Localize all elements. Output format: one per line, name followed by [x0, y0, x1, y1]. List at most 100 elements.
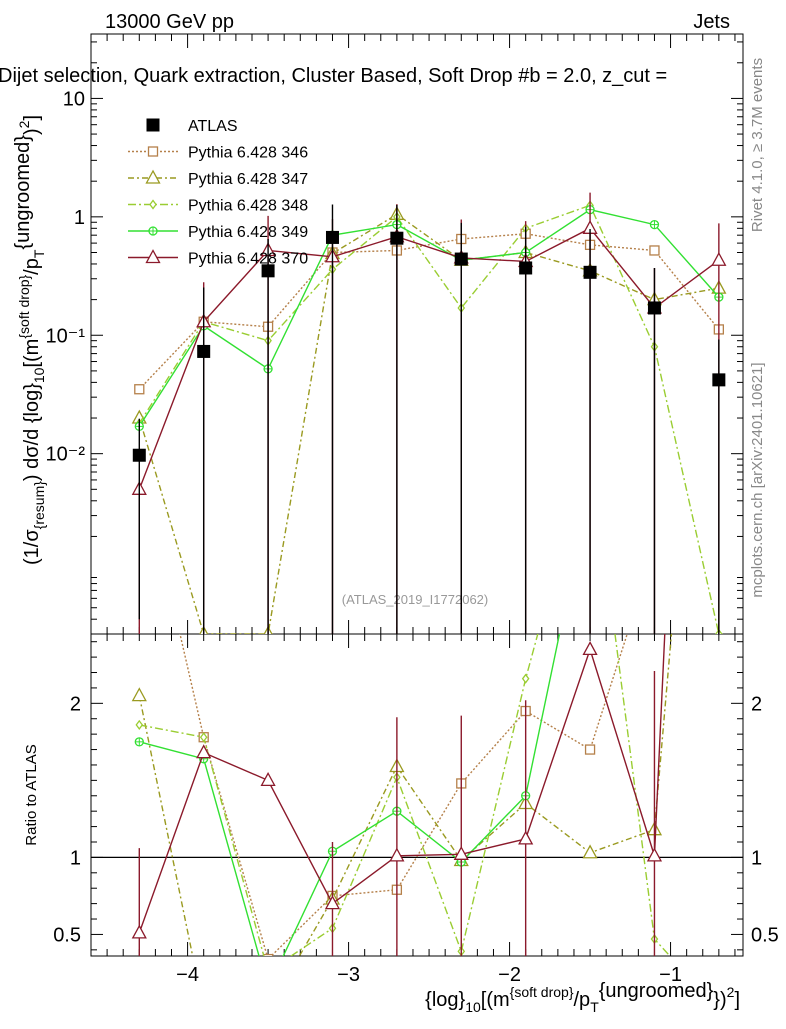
ratio-point-p370 — [131, 924, 147, 939]
ratio-y-tick-label-right: 0.5 — [751, 924, 779, 946]
main-series-line-p370 — [138, 227, 720, 490]
main-y-axis-label: (1/σ{resum}) dσ/d {log}10[(m{soft drop}/… — [12, 115, 47, 565]
ratio-point-p347 — [197, 1003, 210, 1015]
ratio-point-p349 — [264, 984, 272, 992]
ratio-series-line-p348 — [139, 634, 671, 956]
category-label: Jets — [693, 11, 730, 33]
ratio-point-p370 — [453, 845, 469, 860]
legend-marker-p348 — [149, 199, 157, 210]
ratio-point-p348 — [521, 673, 530, 684]
legend-entry-p370: Pythia 6.428 370 — [128, 249, 308, 268]
legend-entry-atlas: ATLAS — [146, 118, 238, 135]
ratio-y-tick-label-right: 2 — [751, 693, 762, 715]
main-series-p348 — [135, 200, 723, 634]
legend-marker-atlas — [146, 118, 160, 132]
main-series-p347 — [131, 205, 727, 634]
ratio-point-p347 — [582, 844, 598, 859]
main-series-line-p349 — [138, 208, 720, 427]
legend-marker-p347 — [145, 169, 161, 184]
ratio-point-p347 — [262, 1003, 275, 1015]
legend-marker-p346 — [147, 146, 159, 157]
ratio-point-p370 — [196, 744, 212, 759]
main-series-line-p346 — [138, 233, 720, 390]
ratio-y-axis-label: Ratio to ATLAS — [23, 744, 40, 845]
main-point-atlas — [325, 230, 339, 244]
main-axis-ticks: 10⁻² 10⁻¹ 1 10 — [46, 34, 743, 635]
mcplots-label: mcplots.cern.ch [arXiv:2401.10621] — [749, 362, 766, 597]
legend-entry-p347: Pythia 6.428 347 — [128, 169, 308, 188]
legend-entry-p349: Pythia 6.428 349 — [128, 224, 308, 241]
main-y-tick-label: 10⁻² — [46, 444, 86, 466]
ratio-point-p349 — [134, 737, 144, 747]
ratio-point-p348 — [265, 967, 271, 975]
ratio-point-p370 — [518, 830, 534, 845]
main-point-atlas — [454, 252, 468, 266]
legend: ATLAS Pythia 6.428 346 Pythia 6.428 347 Pyt… — [128, 118, 308, 268]
ratio-series-layer — [131, 80, 725, 1015]
main-point-atlas — [261, 264, 275, 278]
ratio-point-p370 — [324, 895, 341, 910]
main-point-p370 — [711, 251, 727, 266]
ratio-y-tick-label: 0.5 — [53, 924, 81, 946]
main-point-p346 — [134, 384, 145, 395]
ratio-series-line-p346 — [179, 634, 628, 956]
x-axis-label: {log}10[(m{soft drop}/pT{ungroomed}})2] — [425, 980, 740, 1015]
main-point-atlas — [712, 373, 726, 387]
legend-label-atlas: ATLAS — [188, 118, 238, 135]
main-point-atlas — [132, 448, 146, 462]
x-tick-label: −4 — [176, 964, 199, 986]
legend-marker-p370 — [145, 249, 161, 264]
main-point-atlas — [390, 231, 404, 245]
x-tick-label: −2 — [498, 964, 521, 986]
legend-entry-p346: Pythia 6.428 346 — [128, 145, 308, 162]
watermark: (ATLAS_2019_I1772062) — [342, 592, 488, 607]
energy-label: 13000 GeV pp — [105, 11, 234, 33]
main-y-tick-label: 10 — [63, 88, 85, 110]
ratio-point-p346 — [262, 953, 274, 956]
legend-label-p348: Pythia 6.428 348 — [188, 198, 308, 215]
ratio-point-p347 — [712, 80, 725, 92]
ratio-series-p370 — [131, 634, 666, 956]
x-tick-label: −1 — [659, 964, 682, 986]
ratio-y-tick-label: 1 — [70, 847, 81, 869]
main-series-atlas — [132, 204, 726, 634]
ratio-series-line-p370 — [138, 634, 666, 934]
ratio-series-p346 — [179, 634, 628, 956]
main-point-atlas — [197, 344, 211, 358]
ratio-series-p349 — [134, 237, 658, 992]
ratio-point-p349 — [650, 237, 658, 245]
legend-label-p349: Pythia 6.428 349 — [188, 224, 308, 241]
ratio-frame — [90, 633, 744, 957]
ratio-point-p348 — [199, 732, 208, 743]
main-point-p349 — [649, 219, 660, 230]
main-point-atlas — [519, 261, 533, 275]
rivet-version-label: Rivet 4.1.0, ≥ 3.7M events — [749, 58, 766, 232]
ratio-point-p348 — [135, 719, 144, 730]
ratio-point-p370 — [582, 641, 598, 656]
ratio-point-p346 — [584, 744, 596, 755]
ratio-series-line-p347 — [138, 634, 673, 956]
legend-label-p347: Pythia 6.428 347 — [188, 171, 308, 188]
main-series-layer — [131, 192, 727, 634]
main-point-p346 — [649, 245, 660, 256]
ratio-point-p347 — [131, 687, 147, 702]
ratio-series-line-p349 — [139, 634, 561, 956]
ratio-point-p370 — [260, 771, 276, 787]
ratio-y-tick-label: 2 — [70, 693, 81, 715]
main-y-tick-label: 1 — [74, 207, 85, 229]
legend-marker-p349 — [148, 226, 158, 236]
main-point-atlas — [647, 301, 661, 315]
main-series-line-p347 — [138, 213, 719, 634]
legend-entry-p348: Pythia 6.428 348 — [128, 198, 308, 215]
main-point-atlas — [583, 265, 597, 279]
main-series-line-p348 — [138, 204, 720, 634]
ratio-point-p370 — [389, 847, 405, 862]
ratio-y-tick-label-right: 1 — [751, 847, 762, 869]
legend-label-p370: Pythia 6.428 370 — [188, 251, 308, 268]
main-y-tick-label: 10⁻¹ — [46, 325, 86, 347]
legend-label-p346: Pythia 6.428 346 — [188, 145, 308, 162]
ratio-point-p370 — [646, 847, 663, 862]
plot-title: Dijet selection, Quark extraction, Clust… — [0, 65, 667, 87]
x-tick-label: −3 — [337, 964, 360, 986]
